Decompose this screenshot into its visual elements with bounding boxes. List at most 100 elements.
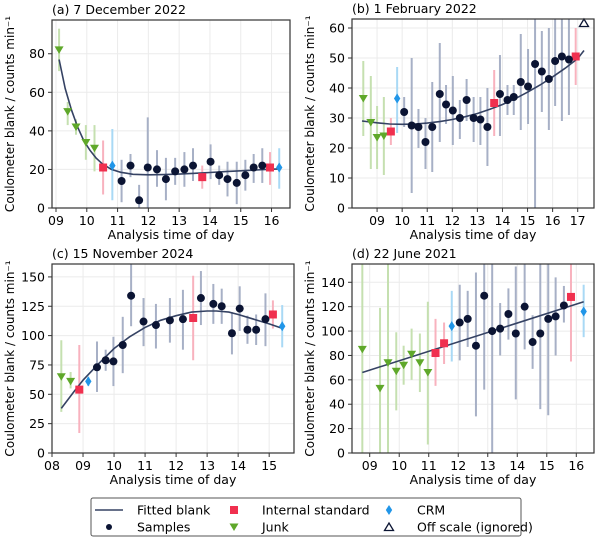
point-samples: [528, 338, 537, 347]
legend-item: Internal standard: [230, 503, 370, 518]
point-crm: [580, 306, 587, 317]
legend-item: Junk: [229, 520, 290, 535]
y-tick-label: 30: [329, 111, 345, 126]
point-samples: [261, 315, 270, 324]
x-tick-label: 14: [202, 213, 218, 228]
point-junk: [423, 369, 433, 377]
point-samples: [243, 325, 252, 334]
point-samples: [442, 100, 451, 109]
point-junk: [366, 119, 376, 127]
y-axis-label: Coulometer blank / counts min⁻¹: [3, 260, 17, 456]
x-tick-label: 11: [137, 458, 153, 473]
x-tick-label: 12: [444, 213, 460, 228]
legend-label: Fitted blank: [137, 503, 211, 518]
chart-panel-a: 09 10 11 12 13 14 15 16 0 20 40 60 80 (a) 7 December …: [3, 2, 291, 242]
x-tick-label: 15: [261, 458, 277, 473]
x-tick-label: 12: [140, 213, 156, 228]
point-samples: [414, 123, 423, 131]
point-samples: [241, 171, 250, 180]
point-crm: [276, 162, 283, 173]
point-samples: [544, 314, 553, 323]
panel-title: (b) 1 February 2022: [352, 1, 477, 16]
point-samples: [180, 165, 189, 174]
point-junk: [372, 134, 382, 142]
point-crm: [393, 93, 401, 104]
y-tick-label: 150: [21, 269, 45, 284]
point-samples: [524, 82, 533, 91]
x-tick-label: 16: [264, 213, 280, 228]
point-junk: [399, 361, 409, 370]
point-samples: [249, 163, 258, 172]
point-samples: [206, 157, 215, 166]
y-tick-label: 60: [329, 372, 345, 387]
point-samples: [435, 90, 444, 98]
legend-label: CRM: [417, 503, 445, 518]
point-samples: [135, 196, 144, 205]
point-samples: [531, 60, 540, 68]
point-samples: [476, 115, 485, 124]
fitted-blank-line: [58, 59, 281, 176]
point-internal-standard: [571, 52, 580, 61]
legend-label: Junk: [261, 520, 290, 535]
plot-area: [361, 19, 585, 208]
point-samples: [151, 321, 160, 330]
point-samples: [504, 309, 513, 318]
point-samples: [217, 302, 226, 311]
point-junk: [415, 359, 425, 367]
x-tick-label: 16: [545, 213, 561, 228]
panel-title: (a) 7 December 2022: [52, 2, 186, 17]
chart-panel-b: 09 10 11 12 13 14 15 16 17 0 10 20 30 40 50 60 (b) 1 Feb…: [303, 1, 595, 242]
point-samples: [520, 302, 529, 311]
x-tick-label: 09: [362, 458, 378, 473]
point-samples: [252, 325, 261, 334]
x-tick-label: 14: [230, 458, 246, 473]
point-internal-standard: [75, 385, 84, 394]
point-samples: [471, 341, 480, 350]
point-internal-standard: [99, 163, 108, 172]
point-samples: [139, 317, 148, 326]
point-internal-standard: [490, 99, 499, 107]
point-samples: [117, 177, 126, 186]
point-internal-standard: [198, 173, 207, 182]
plot-area: [58, 28, 281, 208]
y-tick-label: 0: [337, 446, 345, 461]
x-tick-label: 10: [79, 213, 95, 228]
point-junk: [71, 123, 81, 132]
fitted-blank-line: [60, 310, 284, 409]
point-samples: [496, 324, 505, 333]
x-tick-label: 10: [106, 458, 122, 473]
point-samples: [495, 90, 504, 98]
point-samples: [537, 67, 546, 76]
point-crm: [109, 160, 116, 171]
point-samples: [455, 318, 464, 327]
point-samples: [209, 299, 218, 308]
x-tick-label: 09: [48, 213, 64, 228]
y-tick-label: 120: [321, 299, 345, 314]
point-samples: [109, 357, 118, 366]
x-tick-label: 15: [520, 213, 536, 228]
point-samples: [407, 121, 416, 130]
point-samples: [503, 96, 512, 104]
x-tick-label: 17: [570, 213, 586, 228]
point-samples: [455, 114, 464, 122]
point-samples: [551, 57, 560, 65]
x-tick-label: 08: [44, 458, 60, 473]
legend-diamond-icon: [385, 505, 393, 515]
point-junk: [407, 350, 417, 359]
point-samples: [511, 329, 520, 338]
x-tick-label: 14: [495, 213, 511, 228]
point-samples: [127, 291, 136, 300]
point-samples: [509, 93, 518, 101]
plot-area: [60, 264, 284, 434]
point-samples: [258, 161, 267, 170]
y-tick-label: 40: [29, 123, 45, 138]
legend-item: Samples: [106, 520, 190, 535]
legend-label: Samples: [137, 520, 190, 535]
point-samples: [189, 161, 198, 170]
point-samples: [165, 316, 174, 325]
x-tick-label: 12: [450, 458, 466, 473]
x-tick-label: 15: [233, 213, 249, 228]
axes-frame: [351, 18, 595, 209]
y-tick-label: 100: [321, 324, 345, 339]
